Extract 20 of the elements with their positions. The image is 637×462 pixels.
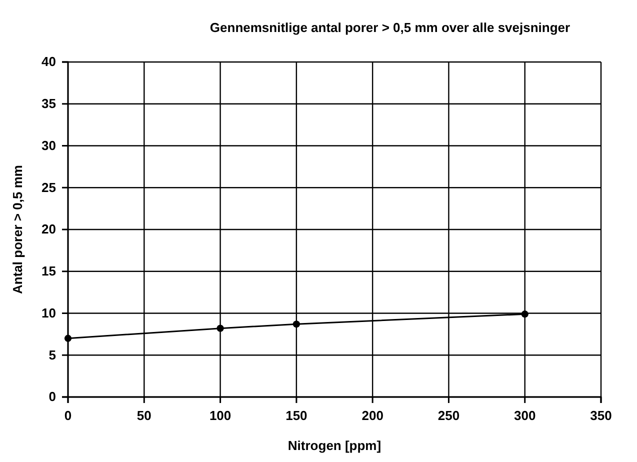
y-tick-label: 25 — [42, 180, 56, 195]
y-tick-label: 10 — [42, 305, 56, 320]
x-tick-label: 100 — [209, 408, 232, 424]
x-tick-label: 150 — [286, 408, 308, 424]
y-tick-label: 0 — [48, 389, 56, 404]
y-tick-label: 5 — [48, 347, 56, 362]
x-tick-label: 250 — [438, 408, 460, 424]
x-tick-label: 300 — [514, 408, 536, 424]
y-tick-label: 20 — [42, 222, 56, 237]
x-tick-label: 350 — [590, 408, 612, 424]
x-tick-label: 200 — [362, 408, 384, 424]
y-axis-title: Antal porer > 0,5 mm — [10, 165, 25, 294]
x-axis-title: Nitrogen [ppm] — [288, 438, 382, 453]
y-tick-label: 30 — [42, 138, 56, 153]
y-tick-label: 35 — [42, 96, 56, 112]
chart-title: Gennemsnitlige antal porer > 0,5 mm over alle svejsninger — [210, 20, 570, 35]
y-tick-label: 15 — [42, 264, 56, 279]
y-tick-label: 40 — [42, 54, 56, 70]
x-tick-label: 50 — [136, 408, 152, 424]
x-tick-label: 0 — [64, 408, 72, 424]
